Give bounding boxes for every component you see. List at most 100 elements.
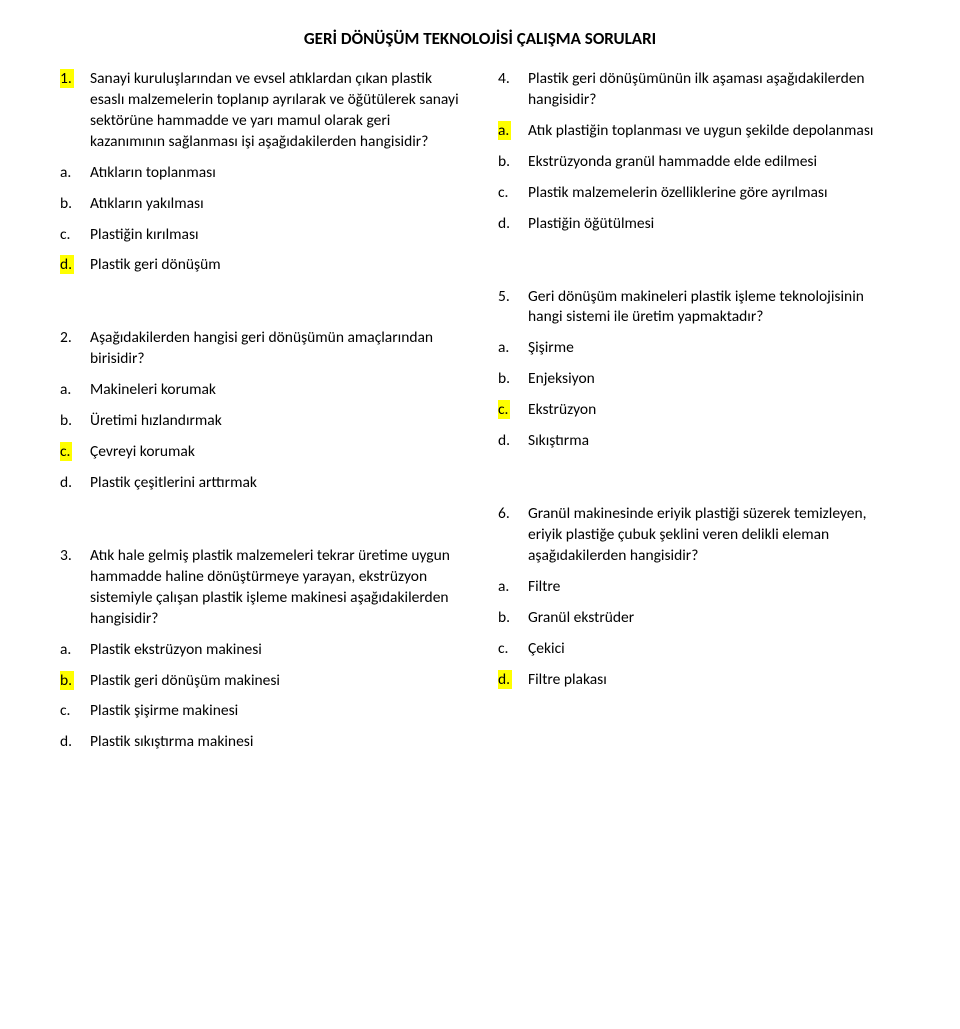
option-text: Filtre (528, 577, 560, 598)
question-header: 4.Plastik geri dönüşümünün ilk aşaması a… (498, 69, 900, 111)
option-letter: a. (60, 640, 90, 661)
option: c. Çevreyi korumak (60, 442, 462, 463)
question-header: 3.Atık hale gelmiş plastik malzemeleri t… (60, 546, 462, 630)
question-text: Aşağıdakilerden hangisi geri dönüşümün a… (90, 328, 462, 370)
left-column: 1.Sanayi kuruluşlarından ve evsel atıkla… (60, 69, 462, 805)
option-letter: d. (498, 214, 528, 235)
option-letter: c. (60, 701, 90, 722)
question-text: Geri dönüşüm makineleri plastik işleme t… (528, 287, 900, 329)
question: 4.Plastik geri dönüşümünün ilk aşaması a… (498, 69, 900, 245)
option: c.Plastik şişirme makinesi (60, 701, 462, 722)
option-text: Atıkların yakılması (90, 194, 204, 215)
question-header: 6.Granül makinesinde eriyik plastiği süz… (498, 504, 900, 567)
option-text: Ekstrüzyonda granül hammadde elde edilme… (528, 152, 817, 173)
question-header: 1.Sanayi kuruluşlarından ve evsel atıkla… (60, 69, 462, 153)
option-text: Üretimi hızlandırmak (90, 411, 222, 432)
option-letter: b. (498, 152, 528, 173)
option: c.Plastik malzemelerin özelliklerine gör… (498, 183, 900, 204)
option: d.Plastik sıkıştırma makinesi (60, 732, 462, 753)
option: a.Şişirme (498, 338, 900, 359)
question: 6.Granül makinesinde eriyik plastiği süz… (498, 504, 900, 700)
question-text: Granül makinesinde eriyik plastiği süzer… (528, 504, 900, 567)
option-text: Şişirme (528, 338, 574, 359)
question-number: 3. (60, 546, 90, 567)
option-letter: a. (498, 121, 528, 142)
option-letter: d. (498, 670, 528, 691)
question: 3.Atık hale gelmiş plastik malzemeleri t… (60, 546, 462, 763)
option-letter: d. (60, 732, 90, 753)
question: 1.Sanayi kuruluşlarından ve evsel atıkla… (60, 69, 462, 286)
question-header: 5.Geri dönüşüm makineleri plastik işleme… (498, 287, 900, 329)
right-column: 4.Plastik geri dönüşümünün ilk aşaması a… (498, 69, 900, 805)
option: d.Plastik çeşitlerini arttırmak (60, 473, 462, 494)
option: a.Filtre (498, 577, 900, 598)
option-letter: a. (498, 338, 528, 359)
option-text: Plastiğin öğütülmesi (528, 214, 654, 235)
question-number: 6. (498, 504, 528, 525)
option-text: Atıkların toplanması (90, 163, 216, 184)
question-number: 2. (60, 328, 90, 349)
option-text: Enjeksiyon (528, 369, 595, 390)
question-header: 2.Aşağıdakilerden hangisi geri dönüşümün… (60, 328, 462, 370)
option: b.Ekstrüzyonda granül hammadde elde edil… (498, 152, 900, 173)
question-number: 4. (498, 69, 528, 90)
option-letter: a. (60, 380, 90, 401)
option: d.Sıkıştırma (498, 431, 900, 452)
question: 5.Geri dönüşüm makineleri plastik işleme… (498, 287, 900, 463)
option-letter: b. (60, 671, 90, 692)
option: a.Plastik ekstrüzyon makinesi (60, 640, 462, 661)
highlight: a. (498, 121, 511, 140)
highlight: d. (498, 670, 512, 689)
option-text: Plastik ekstrüzyon makinesi (90, 640, 262, 661)
option-text: Filtre plakası (528, 670, 607, 691)
option-letter: c. (498, 400, 528, 421)
highlight: b. (60, 671, 74, 690)
option: b.Enjeksiyon (498, 369, 900, 390)
question-number: 5. (498, 287, 528, 308)
option-text: Çevreyi korumak (90, 442, 195, 463)
option: a.Makineleri korumak (60, 380, 462, 401)
option-text: Plastik geri dönüşüm makinesi (90, 671, 280, 692)
option-letter: c. (498, 639, 528, 660)
option-text: Plastik geri dönüşüm (90, 255, 221, 276)
option-letter: b. (60, 194, 90, 215)
option-text: Plastik sıkıştırma makinesi (90, 732, 253, 753)
option: b. Plastik geri dönüşüm makinesi (60, 671, 462, 692)
two-column-layout: 1.Sanayi kuruluşlarından ve evsel atıkla… (60, 69, 900, 805)
option-text: Atık plastiğin toplanması ve uygun şekil… (528, 121, 873, 142)
option: c.Plastiğin kırılması (60, 225, 462, 246)
option-letter: c. (60, 225, 90, 246)
option: d. Plastik geri dönüşüm (60, 255, 462, 276)
option: a.Atıkların toplanması (60, 163, 462, 184)
option-letter: c. (498, 183, 528, 204)
option-letter: a. (498, 577, 528, 598)
question-text: Atık hale gelmiş plastik malzemeleri tek… (90, 546, 462, 630)
option-letter: c. (60, 442, 90, 463)
option: c. Ekstrüzyon (498, 400, 900, 421)
option-text: Plastik şişirme makinesi (90, 701, 238, 722)
option-text: Makineleri korumak (90, 380, 216, 401)
option: c.Çekici (498, 639, 900, 660)
highlight: d. (60, 255, 74, 274)
option: d. Filtre plakası (498, 670, 900, 691)
option-letter: d. (60, 255, 90, 276)
option-text: Plastiğin kırılması (90, 225, 199, 246)
option-text: Sıkıştırma (528, 431, 589, 452)
option-letter: a. (60, 163, 90, 184)
highlight: c. (60, 442, 72, 461)
option-letter: b. (60, 411, 90, 432)
option: b.Üretimi hızlandırmak (60, 411, 462, 432)
option-letter: d. (498, 431, 528, 452)
option-text: Çekici (528, 639, 565, 660)
option-letter: b. (498, 369, 528, 390)
option-text: Ekstrüzyon (528, 400, 596, 421)
question-text: Plastik geri dönüşümünün ilk aşaması aşa… (528, 69, 900, 111)
option-text: Plastik çeşitlerini arttırmak (90, 473, 257, 494)
option: d.Plastiğin öğütülmesi (498, 214, 900, 235)
option-text: Granül ekstrüder (528, 608, 634, 629)
page-title: GERİ DÖNÜŞÜM TEKNOLOJİSİ ÇALIŞMA SORULAR… (60, 28, 900, 49)
option-letter: d. (60, 473, 90, 494)
question-number: 1. (60, 69, 90, 90)
highlight: c. (498, 400, 510, 419)
option: b.Granül ekstrüder (498, 608, 900, 629)
